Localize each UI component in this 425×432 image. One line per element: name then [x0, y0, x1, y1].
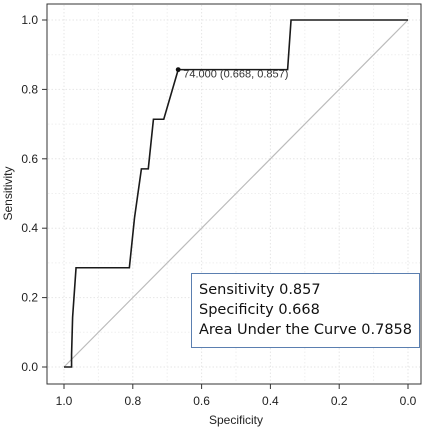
threshold-label: 74.000 (0.668, 0.857) — [183, 69, 288, 81]
x-tick-label: 0.2 — [331, 394, 348, 408]
x-axis-title: Specificity — [209, 413, 263, 427]
y-tick-label: 0.4 — [21, 221, 38, 235]
auc-stat: Area Under the Curve 0.7858 — [199, 322, 413, 338]
axes: 1.0 0.8 0.6 0.4 0.2 0.0 0.0 0.2 0.4 0.6 0.8 1.0 — [21, 13, 416, 408]
roc-curve — [64, 19, 408, 368]
sensitivity-stat: Sensitivity 0.857 — [199, 282, 321, 298]
x-tick-label: 1.0 — [56, 394, 73, 408]
specificity-stat: Specificity 0.668 — [199, 302, 320, 318]
x-tick-label: 0.8 — [124, 394, 141, 408]
x-tick-label: 0.6 — [193, 394, 210, 408]
stats-box: Sensitivity 0.857 Specificity 0.668 Area… — [191, 273, 420, 348]
y-axis-title: Sensitivity — [1, 166, 15, 220]
y-tick-label: 0.2 — [21, 291, 38, 305]
x-tick-label: 0.0 — [400, 394, 417, 408]
y-tick-label: 0.0 — [21, 360, 38, 374]
y-tick-label: 0.6 — [21, 152, 38, 166]
y-tick-label: 0.8 — [21, 82, 38, 96]
x-tick-label: 0.4 — [262, 394, 279, 408]
y-tick-label: 1.0 — [21, 13, 38, 27]
reference-diagonal — [63, 19, 409, 368]
threshold-point — [175, 67, 181, 73]
